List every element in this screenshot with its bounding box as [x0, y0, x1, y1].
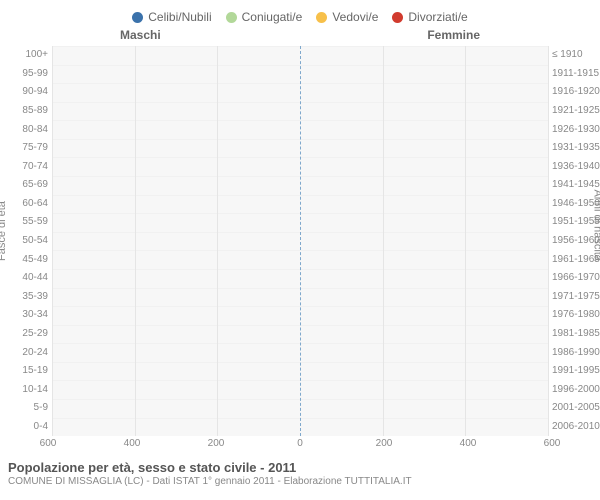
y-tick-right: 1936-1940: [552, 157, 600, 176]
y-axis-title-left: Fasce di età: [0, 201, 8, 261]
x-tick: 200: [208, 438, 225, 449]
x-tick: 400: [124, 438, 141, 449]
y-tick-right: 2001-2005: [552, 399, 600, 418]
chart-footer: Popolazione per età, sesso e stato civil…: [0, 458, 600, 487]
y-tick-left: 15-19: [22, 362, 48, 381]
legend: Celibi/Nubili Coniugati/e Vedovi/e Divorzia…: [0, 0, 600, 28]
grid-line: [135, 46, 136, 436]
legend-swatch: [132, 12, 143, 23]
y-tick-left: 65-69: [22, 176, 48, 195]
legend-swatch: [226, 12, 237, 23]
y-axis-title-right: Anni di nascita: [592, 189, 600, 261]
legend-item: Divorziati/e: [392, 10, 467, 24]
center-line: [300, 46, 301, 436]
y-tick-left: 0-4: [34, 418, 48, 437]
y-tick-right: 1986-1990: [552, 343, 600, 362]
legend-item: Celibi/Nubili: [132, 10, 211, 24]
x-tick: 600: [544, 438, 561, 449]
legend-label: Celibi/Nubili: [148, 10, 211, 24]
y-tick-left: 85-89: [22, 102, 48, 121]
x-tick: 400: [460, 438, 477, 449]
grid-line: [383, 46, 384, 436]
x-tick: 600: [40, 438, 57, 449]
population-pyramid-chart: Celibi/Nubili Coniugati/e Vedovi/e Divorzia…: [0, 0, 600, 500]
y-tick-right: 1971-1975: [552, 288, 600, 307]
legend-swatch: [316, 12, 327, 23]
y-tick-left: 5-9: [34, 399, 48, 418]
x-axis: 6004002000200400600: [48, 436, 552, 458]
y-tick-right: 1926-1930: [552, 120, 600, 139]
y-tick-right: 1921-1925: [552, 102, 600, 121]
y-tick-left: 70-74: [22, 157, 48, 176]
y-tick-left: 50-54: [22, 232, 48, 251]
y-tick-left: 100+: [25, 46, 48, 65]
legend-item: Coniugati/e: [226, 10, 303, 24]
y-tick-right: 1996-2000: [552, 380, 600, 399]
y-tick-right: 1966-1970: [552, 269, 600, 288]
legend-label: Coniugati/e: [242, 10, 303, 24]
y-tick-left: 40-44: [22, 269, 48, 288]
y-tick-right: 1916-1920: [552, 83, 600, 102]
legend-label: Vedovi/e: [332, 10, 378, 24]
grid-line: [52, 46, 53, 436]
chart-subtitle: COMUNE DI MISSAGLIA (LC) - Dati ISTAT 1°…: [8, 476, 592, 487]
x-tick: 0: [297, 438, 303, 449]
y-tick-left: 55-59: [22, 213, 48, 232]
chart-title: Popolazione per età, sesso e stato civil…: [8, 460, 592, 475]
legend-item: Vedovi/e: [316, 10, 378, 24]
y-tick-left: 75-79: [22, 139, 48, 158]
y-tick-left: 45-49: [22, 250, 48, 269]
y-tick-right: 1981-1985: [552, 325, 600, 344]
y-tick-right: 2006-2010: [552, 418, 600, 437]
legend-swatch: [392, 12, 403, 23]
grid-line: [217, 46, 218, 436]
y-tick-left: 80-84: [22, 120, 48, 139]
y-tick-left: 60-64: [22, 195, 48, 214]
grid-line: [465, 46, 466, 436]
y-tick-right: 1991-1995: [552, 362, 600, 381]
header-female: Femmine: [427, 28, 480, 42]
grid-line: [548, 46, 549, 436]
y-tick-left: 25-29: [22, 325, 48, 344]
legend-label: Divorziati/e: [408, 10, 467, 24]
y-tick-left: 30-34: [22, 306, 48, 325]
y-tick-left: 10-14: [22, 380, 48, 399]
y-tick-right: 1931-1935: [552, 139, 600, 158]
y-tick-left: 20-24: [22, 343, 48, 362]
x-tick: 200: [376, 438, 393, 449]
header-male: Maschi: [120, 28, 161, 42]
y-tick-left: 95-99: [22, 65, 48, 84]
y-tick-left: 35-39: [22, 288, 48, 307]
y-tick-right: 1976-1980: [552, 306, 600, 325]
y-tick-left: 90-94: [22, 83, 48, 102]
y-tick-right: ≤ 1910: [552, 46, 583, 65]
y-tick-right: 1911-1915: [552, 65, 599, 84]
gender-headers: Maschi Femmine: [0, 28, 600, 46]
plot-area: [52, 46, 548, 436]
